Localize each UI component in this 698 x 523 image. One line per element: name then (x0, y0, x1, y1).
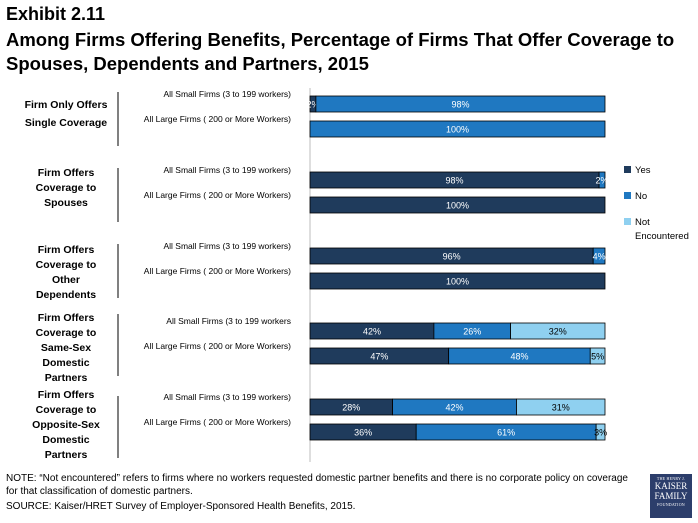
bar-segment (309, 272, 606, 290)
group-label: Opposite-Sex (32, 419, 100, 431)
data-label: 96% (443, 252, 461, 262)
group-label: Partners (45, 449, 88, 461)
group-label: Other (52, 274, 80, 286)
row-label: All Large Firms ( 200 or More Workers) (144, 266, 291, 276)
data-label: 100% (446, 201, 469, 211)
row-label: All Large Firms ( 200 or More Workers) (144, 417, 291, 427)
exhibit-number: Exhibit 2.11 (6, 4, 106, 24)
row-label: All Large Firms ( 200 or More Workers) (144, 341, 291, 351)
bar-segment (598, 171, 606, 189)
row-label: All Small Firms (3 to 199 workers (166, 316, 291, 326)
data-label: 2% (596, 176, 609, 186)
group-label: Firm Offers (38, 389, 95, 401)
group-label: Firm Offers (38, 167, 95, 179)
bar-segment (309, 196, 606, 214)
bar-segment (592, 247, 606, 265)
row-label: All Small Firms (3 to 199 workers) (163, 89, 291, 99)
data-label: 28% (342, 403, 360, 413)
bar-segment (516, 398, 606, 416)
group-label: Spouses (44, 197, 88, 209)
legend-label: Not (635, 217, 650, 228)
kff-logo: THE HENRY J. KAISER FAMILY FOUNDATION (650, 474, 692, 518)
group-label: Coverage to (36, 327, 97, 339)
data-label: 36% (354, 428, 372, 438)
data-label: 48% (510, 352, 528, 362)
data-label: 100% (446, 277, 469, 287)
group-label: Domestic (42, 434, 89, 446)
bar-segment (315, 95, 606, 113)
stacked-bar-chart: Firm Only Offers Single Coverage All Small… (25, 88, 689, 462)
row-label: All Small Firms (3 to 199 workers) (163, 392, 291, 402)
data-label: 100% (446, 125, 469, 135)
legend-swatch (624, 192, 631, 199)
row-label: All Small Firms (3 to 199 workers) (163, 241, 291, 251)
bar-segment (595, 423, 606, 441)
legend-label: Encountered (635, 231, 689, 242)
group-label: Coverage to (36, 259, 97, 271)
data-label: 42% (363, 327, 381, 337)
group-label: Coverage to (36, 404, 97, 416)
data-label: 4% (593, 252, 606, 262)
group-label: Same-Sex (41, 342, 91, 354)
legend-label: No (635, 191, 647, 202)
data-label: 42% (446, 403, 464, 413)
group-label: Domestic (42, 357, 89, 369)
legend-swatch (624, 166, 631, 173)
data-label: 47% (370, 352, 388, 362)
source-note: SOURCE: Kaiser/HRET Survey of Employer-S… (6, 501, 356, 512)
bar-segment (309, 120, 606, 138)
group-label: Firm Offers (38, 312, 95, 324)
data-label: 98% (446, 176, 464, 186)
row-label: All Large Firms ( 200 or More Workers) (144, 190, 291, 200)
chart-title: Among Firms Offering Benefits, Percentag… (6, 29, 675, 74)
group-label: Partners (45, 372, 88, 384)
group-label: Single Coverage (25, 117, 107, 129)
footnote: NOTE: “Not encountered” refers to firms … (6, 473, 628, 497)
group-label: Coverage to (36, 182, 97, 194)
legend-label: Yes (635, 165, 651, 176)
data-label: 3% (594, 428, 607, 438)
legend-swatch (624, 218, 631, 225)
data-label: 31% (552, 403, 570, 413)
bar-segment (510, 322, 606, 340)
group-label: Firm Only Offers (25, 99, 108, 111)
bar-segment (589, 347, 606, 365)
data-label: 98% (451, 100, 469, 110)
row-label: All Small Firms (3 to 199 workers) (163, 165, 291, 175)
data-label: 26% (463, 327, 481, 337)
data-label: 61% (497, 428, 515, 438)
data-label: 2% (306, 100, 319, 110)
row-label: All Large Firms ( 200 or More Workers) (144, 114, 291, 124)
data-label: 32% (549, 327, 567, 337)
group-label: Firm Offers (38, 244, 95, 256)
group-label: Dependents (36, 289, 96, 301)
data-label: 5% (591, 352, 604, 362)
